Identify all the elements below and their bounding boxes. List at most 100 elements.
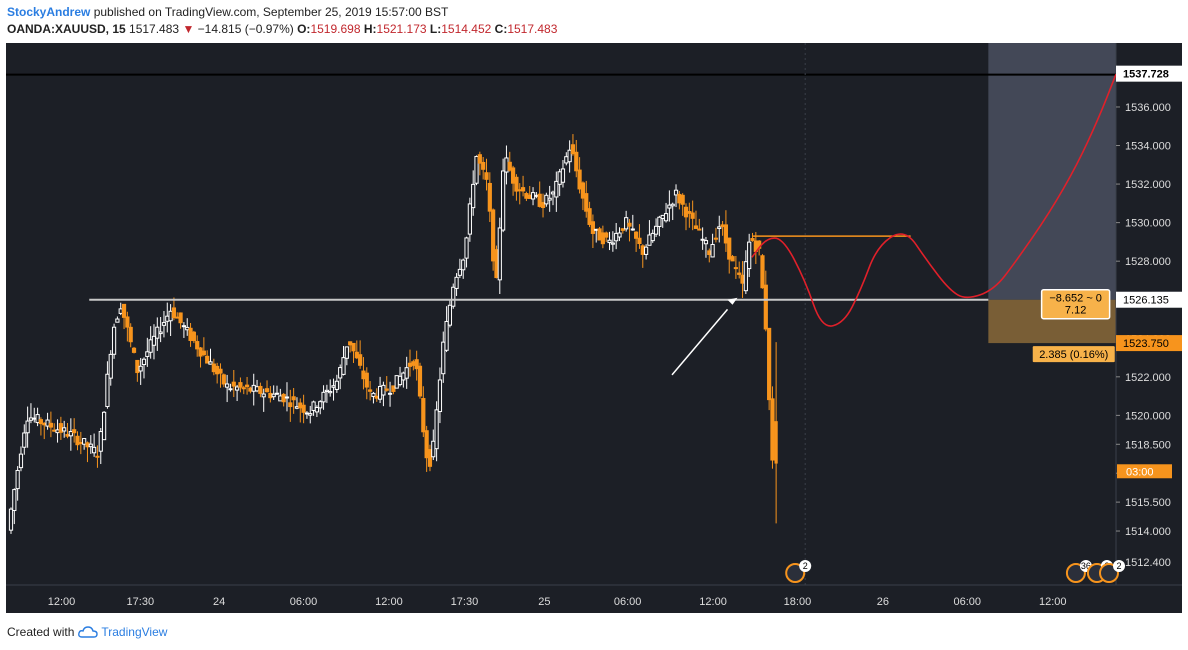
candle-body (188, 327, 193, 341)
candle-body (358, 354, 363, 366)
candle-body (577, 169, 582, 190)
candle-body (707, 250, 712, 256)
candle-body (281, 393, 286, 403)
y-tick-label: 1534.000 (1125, 141, 1171, 153)
candle-body (687, 211, 692, 214)
y-tick-label: 1530.000 (1125, 218, 1171, 230)
candle-body (215, 365, 220, 375)
candle-body (401, 372, 406, 381)
candle-body (165, 315, 170, 322)
candle-body (261, 393, 266, 398)
stop-price-tag (1116, 335, 1182, 352)
footer: Created with TradingView (7, 625, 167, 639)
candle-body (763, 284, 768, 330)
candle-body (118, 308, 123, 314)
candle-body (391, 385, 396, 392)
candle-body (554, 180, 559, 198)
candle-body (62, 427, 67, 432)
candle-body (527, 194, 532, 199)
candle-body (351, 342, 356, 352)
author-link[interactable]: StockyAndrew (7, 5, 91, 19)
candle-body (72, 429, 77, 434)
publish-line: StockyAndrew published on TradingView.co… (7, 5, 448, 19)
candle-body (38, 419, 44, 425)
candle-body (92, 446, 97, 454)
tradingview-link[interactable]: TradingView (78, 625, 167, 639)
candle-body (238, 382, 243, 388)
candle-body (328, 390, 333, 394)
candle-body (567, 149, 572, 163)
candle-body (590, 221, 595, 234)
candle-body (700, 238, 705, 241)
high-label: H: (363, 22, 377, 36)
x-tick-label: 12:00 (48, 596, 76, 608)
candle-body (451, 286, 456, 307)
candle-body (125, 316, 130, 328)
target-price-tag (1116, 65, 1182, 82)
candle-body (750, 238, 755, 241)
candle-body (497, 227, 502, 281)
measure-box[interactable] (1040, 288, 1111, 320)
created-with-text: Created with (7, 625, 75, 639)
event-flag-icon[interactable] (1099, 563, 1119, 583)
down-triangle-icon: ▼ (182, 22, 195, 36)
candle-body (647, 234, 652, 246)
y-tick-label: 1514.000 (1125, 526, 1171, 538)
event-count-badge (799, 560, 812, 572)
candle-body (258, 385, 263, 394)
y-tick-label: 1532.000 (1125, 179, 1171, 191)
candle-body (737, 272, 742, 275)
candle-body (607, 239, 612, 244)
event-flag-icon[interactable] (1065, 563, 1086, 583)
candle-body (640, 245, 645, 255)
candle-body (248, 387, 253, 392)
candle-body (195, 341, 200, 350)
candle-body (181, 325, 187, 328)
candle-body (138, 365, 143, 372)
candle-body (464, 237, 469, 259)
candle-body (743, 261, 748, 292)
candle-body (600, 232, 605, 245)
candle-body (667, 204, 672, 209)
candle-body (141, 358, 147, 366)
candle-body (683, 206, 689, 218)
candle-body (620, 228, 625, 231)
candle-body (251, 384, 256, 392)
candle-body (760, 255, 765, 289)
candle-body (274, 392, 280, 395)
event-flag-icon[interactable] (785, 563, 806, 583)
price-chart[interactable]: 1512.4001514.0001515.5001517.0001518.500… (6, 43, 1182, 613)
x-tick-label: 25 (538, 596, 550, 608)
candle-body (55, 429, 60, 434)
event-count-label: 36 (1081, 561, 1091, 571)
candle-body (8, 508, 14, 531)
candle-body (278, 395, 283, 402)
candle-body (185, 326, 190, 331)
projection-path[interactable] (751, 73, 1117, 327)
candle-body (201, 350, 206, 356)
candle-body (68, 431, 73, 437)
cloud-icon (78, 626, 99, 638)
candle-body (614, 232, 619, 242)
candle-body (411, 361, 416, 366)
y-tick-label: 1515.500 (1125, 497, 1171, 509)
candle-body (717, 226, 722, 229)
candle-body (703, 240, 709, 245)
x-tick-label: 06:00 (953, 596, 981, 608)
candle-body (660, 214, 665, 220)
arrow-line[interactable] (671, 308, 729, 376)
candle-body (178, 312, 183, 324)
candle-body (730, 256, 735, 262)
candle-body (427, 449, 433, 467)
candle-body (244, 384, 250, 388)
candle-body (444, 320, 449, 351)
candle-body (774, 421, 778, 464)
candle-body (161, 322, 167, 326)
countdown-tag (1117, 464, 1172, 479)
candle-body (208, 361, 213, 365)
tradingview-brand: TradingView (101, 625, 168, 639)
candle-body (308, 413, 313, 416)
candle-body (514, 176, 519, 192)
candle-body (627, 222, 632, 227)
candle-body (733, 267, 738, 270)
